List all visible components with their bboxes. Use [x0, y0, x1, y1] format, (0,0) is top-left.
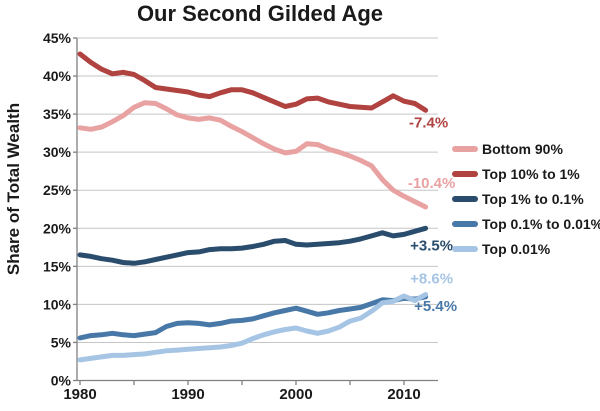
x-tick-label: 2010: [387, 386, 420, 403]
y-tick-label: 35%: [43, 106, 72, 122]
y-tick-label: 5%: [51, 334, 72, 350]
series-line: [77, 294, 429, 341]
y-tick-label: 40%: [43, 68, 72, 84]
legend-label: Top 1% to 0.1%: [482, 190, 584, 207]
legend-label: Top 0.01%: [482, 240, 551, 257]
chart-title: Our Second Gilded Age: [136, 1, 384, 26]
legend-swatch: [452, 145, 478, 152]
x-tick-label: 1980: [63, 386, 96, 403]
legend-label: Top 0.1% to 0.01%: [482, 215, 600, 232]
series-change-label: +8.6%: [410, 270, 453, 287]
y-tick-label: 10%: [43, 296, 72, 312]
y-tick-label: 0%: [51, 373, 72, 389]
legend-swatch: [452, 245, 478, 252]
legend-item: Top 10% to 1%: [452, 161, 600, 186]
series-change-label: -10.4%: [408, 175, 456, 192]
series-line: [77, 51, 429, 113]
series-change-label: -7.4%: [409, 114, 448, 131]
series-line: [77, 292, 429, 363]
legend: Bottom 90% Top 10% to 1% Top 1% to 0.1% …: [452, 136, 600, 261]
x-tick-label: 1990: [171, 386, 204, 403]
y-tick-label: 45%: [43, 30, 72, 46]
series-line: [77, 225, 429, 266]
y-tick-label: 25%: [43, 182, 72, 198]
legend-label: Top 10% to 1%: [482, 165, 580, 182]
series-line: [77, 100, 429, 210]
legend-item: Top 0.01%: [452, 236, 600, 261]
legend-swatch: [452, 170, 478, 177]
legend-item: Top 1% to 0.1%: [452, 186, 600, 211]
y-tick-label: 20%: [43, 220, 72, 236]
legend-swatch: [452, 195, 478, 202]
series-change-label: +5.4%: [414, 298, 457, 315]
y-tick-label: 30%: [43, 144, 72, 160]
x-tick-label: 2000: [279, 386, 312, 403]
legend-swatch: [452, 220, 478, 227]
legend-item: Top 0.1% to 0.01%: [452, 211, 600, 236]
series-change-label: +3.5%: [410, 237, 453, 254]
legend-label: Bottom 90%: [482, 140, 563, 157]
y-tick-label: 15%: [43, 258, 72, 274]
legend-item: Bottom 90%: [452, 136, 600, 161]
